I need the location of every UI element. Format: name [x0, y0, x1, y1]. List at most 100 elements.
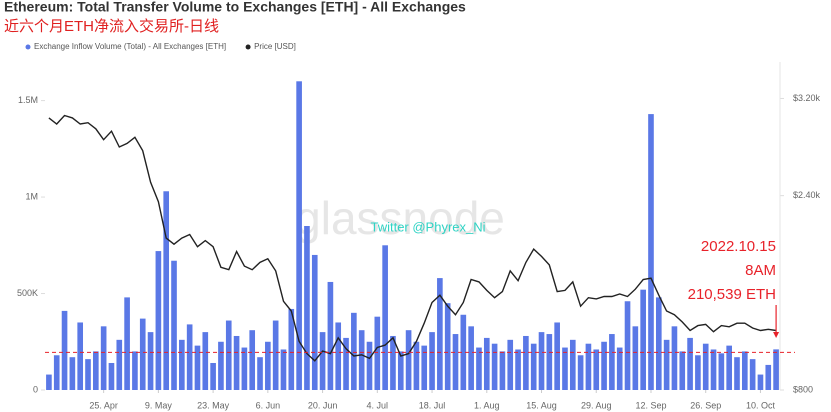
bar — [210, 362, 216, 390]
bar — [390, 335, 396, 390]
bar — [53, 355, 60, 390]
x-tick-label: 26. Sep — [690, 400, 721, 410]
bar — [249, 330, 256, 390]
bar — [452, 334, 459, 390]
bar — [648, 114, 654, 390]
bar — [601, 341, 607, 390]
chart-title: Ethereum: Total Transfer Volume to Excha… — [4, 0, 466, 15]
x-tick-label: 6. Jun — [256, 400, 281, 410]
bar — [655, 297, 662, 390]
bar — [139, 318, 146, 390]
legend-marker — [245, 44, 251, 50]
bar — [640, 289, 646, 390]
bar — [116, 339, 123, 390]
x-tick-label: 1. Aug — [474, 400, 500, 410]
bar — [155, 251, 162, 390]
bar — [773, 349, 779, 390]
legend-label: Price [USD] — [254, 42, 296, 51]
bar — [272, 320, 279, 390]
watermark: glassnode — [295, 192, 505, 244]
bar — [265, 341, 271, 390]
price-line — [48, 114, 777, 362]
bar — [351, 312, 357, 390]
chart-subtitle: 近六个月ETH净流入交易所-日线 — [4, 17, 219, 35]
bar — [186, 324, 193, 390]
bar — [93, 351, 99, 390]
bar — [710, 349, 717, 390]
annotation: 210,539 ETH — [688, 286, 776, 303]
bar — [304, 226, 310, 390]
bar — [734, 357, 740, 390]
bar — [132, 351, 138, 390]
legend-marker — [25, 44, 31, 50]
bar — [202, 332, 209, 390]
x-tick-label: 10. Oct — [746, 400, 776, 410]
bar — [147, 332, 154, 390]
x-tick-label: 23. May — [197, 400, 230, 410]
bar — [382, 245, 388, 390]
bar — [695, 355, 701, 390]
bar — [718, 353, 725, 390]
x-tick-label: 29. Aug — [581, 400, 612, 410]
bar — [319, 332, 326, 390]
bar — [757, 374, 764, 390]
bar — [85, 359, 91, 390]
bar — [483, 337, 490, 390]
y-tick-label: 1.5M — [18, 95, 38, 105]
bar — [46, 374, 52, 390]
bar — [296, 81, 302, 390]
x-tick-label: 18. Jul — [419, 400, 446, 410]
bar — [491, 343, 498, 390]
annotation-arrowhead — [773, 332, 780, 338]
bar — [546, 334, 553, 390]
bar — [241, 347, 248, 390]
bar — [507, 339, 514, 390]
bar — [687, 337, 693, 390]
annotation: 2022.10.15 — [701, 238, 776, 255]
x-tick-label: 4. Jul — [367, 400, 389, 410]
bar — [225, 320, 232, 390]
bar — [671, 326, 678, 390]
bar — [421, 345, 428, 390]
x-tick-label: 25. Apr — [89, 400, 118, 410]
bar — [499, 351, 506, 390]
bar — [562, 347, 568, 390]
bar — [69, 357, 76, 390]
bar — [515, 349, 521, 390]
watermark-handle: Twitter @Phyrex_Ni — [370, 219, 485, 234]
y2-tick-label: $800 — [793, 384, 813, 394]
bar — [311, 254, 318, 390]
legend-label: Exchange Inflow Volume (Total) - All Exc… — [34, 42, 226, 51]
bar — [108, 362, 115, 390]
bar — [374, 316, 381, 390]
bar — [179, 339, 185, 390]
bar — [554, 322, 560, 390]
bar — [460, 314, 467, 390]
bar — [593, 349, 600, 390]
bar — [741, 351, 748, 390]
bar — [335, 322, 342, 390]
bar — [624, 301, 631, 390]
x-tick-label: 9. May — [145, 400, 173, 410]
bar — [366, 341, 373, 390]
bar — [405, 330, 412, 390]
bar — [171, 260, 177, 390]
bar — [218, 341, 224, 390]
bar — [702, 343, 709, 390]
y2-tick-label: $2.40k — [793, 190, 821, 200]
bar — [397, 351, 404, 390]
bar — [429, 332, 435, 390]
bar — [609, 334, 615, 390]
bar — [616, 347, 623, 390]
bar — [413, 341, 420, 390]
annotation: 8AM — [745, 262, 776, 279]
bar — [233, 335, 240, 390]
bar — [585, 343, 592, 390]
y-tick-label: 500K — [17, 288, 38, 298]
bar — [100, 326, 107, 390]
bar — [663, 339, 670, 390]
bar — [726, 345, 732, 390]
bar — [632, 326, 639, 390]
y-tick-label: 1M — [25, 191, 38, 201]
bar — [288, 308, 295, 390]
